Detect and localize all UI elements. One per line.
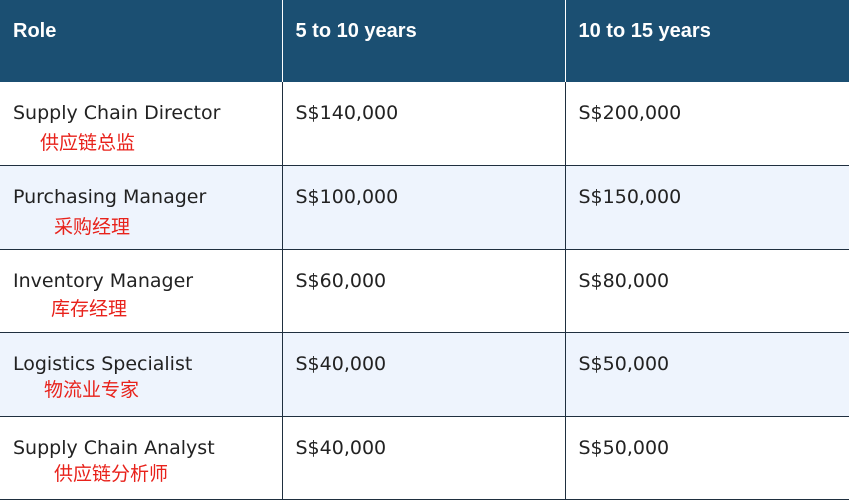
role-cell: Purchasing Manager 采购经理 bbox=[0, 165, 283, 250]
salary-10-to-15-cell: S$150,000 bbox=[565, 165, 849, 250]
table-row: Inventory Manager 库存经理 S$60,000 S$80,000 bbox=[0, 249, 849, 333]
role-name: Supply Chain Analyst bbox=[13, 436, 215, 459]
salary-10-to-15-cell: S$50,000 bbox=[565, 416, 849, 500]
table-row: Logistics Specialist 物流业专家 S$40,000 S$50… bbox=[0, 332, 849, 417]
role-translation-annotation: 采购经理 bbox=[54, 216, 131, 238]
salary-10-to-15-cell: S$50,000 bbox=[565, 332, 849, 417]
role-translation-annotation: 库存经理 bbox=[51, 297, 128, 320]
role-cell: Logistics Specialist 物流业专家 bbox=[0, 332, 283, 417]
table-row: Supply Chain Director 供应链总监 S$140,000 S$… bbox=[0, 82, 849, 166]
salary-10-to-15-cell: S$80,000 bbox=[565, 249, 849, 333]
role-translation-annotation: 供应链总监 bbox=[40, 132, 136, 154]
salary-5-to-10-cell: S$60,000 bbox=[282, 249, 566, 333]
salary-5-to-10-cell: S$40,000 bbox=[282, 332, 566, 417]
header-role: Role bbox=[0, 0, 283, 82]
role-cell: Supply Chain Analyst 供应链分析师 bbox=[0, 416, 283, 500]
role-translation-annotation: 供应链分析师 bbox=[54, 462, 169, 485]
table-header: Role 5 to 10 years 10 to 15 years bbox=[0, 0, 849, 82]
salary-5-to-10-cell: S$140,000 bbox=[282, 82, 566, 166]
salary-5-to-10-cell: S$100,000 bbox=[282, 165, 566, 250]
role-name: Inventory Manager bbox=[13, 269, 194, 292]
salary-10-to-15-cell: S$200,000 bbox=[565, 82, 849, 166]
table-row: Supply Chain Analyst 供应链分析师 S$40,000 S$5… bbox=[0, 416, 849, 500]
header-row: Role 5 to 10 years 10 to 15 years bbox=[0, 0, 849, 82]
salary-5-to-10-cell: S$40,000 bbox=[282, 416, 566, 500]
role-translation-annotation: 物流业专家 bbox=[44, 379, 140, 401]
role-name: Supply Chain Director bbox=[13, 102, 221, 124]
table-row: Purchasing Manager 采购经理 S$100,000 S$150,… bbox=[0, 165, 849, 250]
role-name: Logistics Specialist bbox=[13, 353, 193, 375]
role-cell: Supply Chain Director 供应链总监 bbox=[0, 82, 283, 166]
header-10-to-15-years: 10 to 15 years bbox=[565, 0, 849, 82]
role-name: Purchasing Manager bbox=[13, 186, 207, 208]
role-cell: Inventory Manager 库存经理 bbox=[0, 249, 283, 333]
table-body: Supply Chain Director 供应链总监 S$140,000 S$… bbox=[0, 82, 849, 500]
header-5-to-10-years: 5 to 10 years bbox=[282, 0, 566, 82]
